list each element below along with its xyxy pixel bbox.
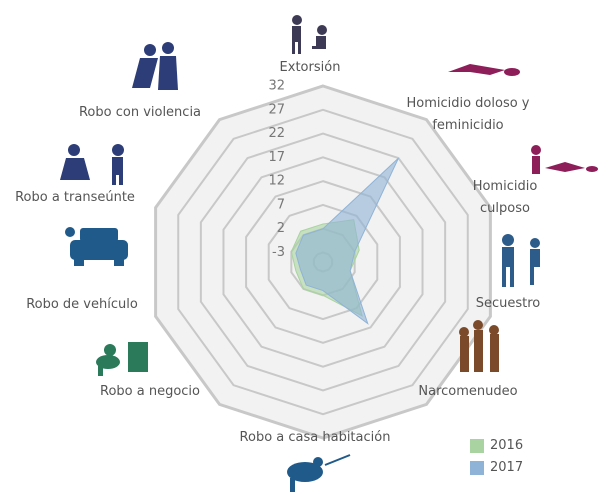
category-label: Robo de vehículo: [26, 297, 138, 312]
category-label: Robo a transeúnte: [15, 190, 135, 205]
legend-label: 2017: [490, 460, 524, 475]
category-label: Homicidio culposo: [472, 179, 538, 216]
r-tick-label: 7: [277, 197, 285, 212]
grid-ring: [199, 132, 447, 392]
series-area: [295, 157, 399, 325]
r-tick-label: 27: [268, 102, 285, 117]
legend-swatch: [470, 438, 484, 453]
icon-extorsion: [292, 15, 327, 54]
category-label: Homicidio doloso y feminicidio: [406, 96, 530, 133]
icon-homicidio: [448, 64, 520, 76]
legend-item: 2016: [470, 438, 523, 453]
category-label: Extorsión: [279, 60, 341, 75]
category-label: Robo a casa habitación: [239, 430, 391, 445]
r-tick-label: 12: [268, 174, 285, 189]
icon-narco: [459, 320, 499, 372]
grid-ring: [177, 108, 469, 416]
icon-violencia: [132, 42, 178, 90]
r-tick-label: -3: [272, 245, 285, 260]
icon-culposo: [531, 145, 598, 174]
category-label: Robo con violencia: [78, 105, 202, 120]
icon-secuestro: [502, 234, 540, 287]
grid-ring: [267, 203, 379, 321]
icons: [60, 15, 598, 492]
grid-ring: [245, 180, 401, 344]
r-tick-label: 17: [268, 150, 285, 165]
legend-swatch: [470, 460, 484, 475]
category-label: Secuestro: [475, 296, 541, 311]
legend-label: 2016: [490, 438, 524, 453]
r-tick-label: 22: [268, 126, 285, 141]
grid-ring: [154, 84, 492, 440]
category-label: Robo a negocio: [100, 384, 200, 399]
r-tick-label: 2: [277, 221, 285, 236]
legend-item: 2017: [470, 460, 523, 475]
icon-transeunte: [60, 144, 124, 185]
icon-casa: [287, 454, 351, 492]
category-label: Narcomenudeo: [418, 384, 518, 399]
grid-ring: [222, 156, 424, 368]
icon-negocio: [96, 342, 148, 376]
r-tick-label: 32: [268, 79, 285, 94]
icon-vehiculo: [65, 227, 128, 266]
